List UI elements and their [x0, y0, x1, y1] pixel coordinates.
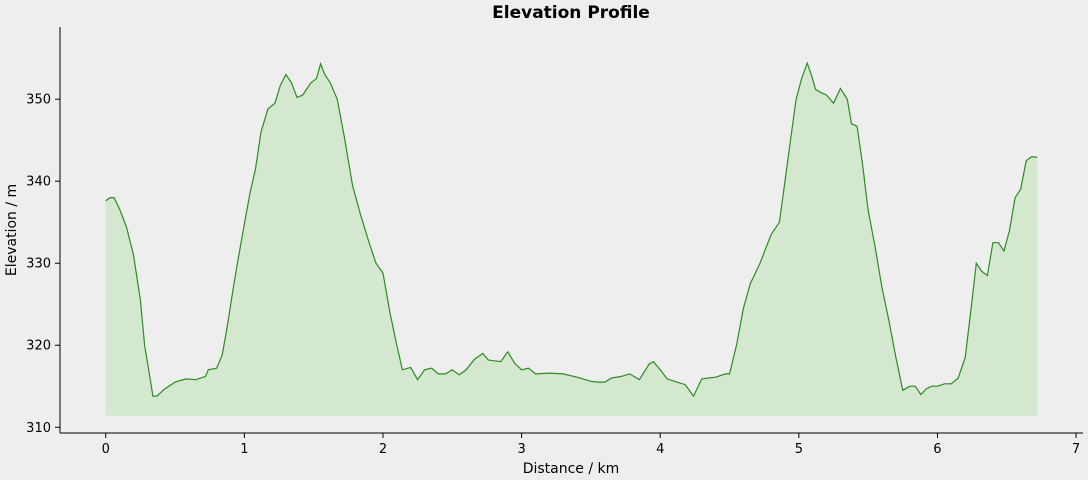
y-tick-label: 350: [26, 93, 51, 108]
x-tick-label: 3: [517, 442, 525, 457]
y-axis-label: Elevation / m: [4, 184, 20, 276]
x-tick-label: 5: [795, 442, 803, 457]
x-axis-label: Distance / km: [523, 461, 620, 477]
chart-title: Elevation Profile: [492, 3, 650, 23]
x-tick-label: 6: [933, 442, 941, 457]
y-tick-label: 320: [26, 339, 51, 354]
x-tick-label: 4: [656, 442, 664, 457]
elevation-area-fill: [105, 63, 1038, 416]
x-tick-label: 0: [102, 442, 110, 457]
y-tick-label: 310: [26, 421, 51, 436]
x-axis-ticks: 0 1 2 3 4 5 6 7: [102, 433, 1080, 457]
x-tick-label: 1: [240, 442, 248, 457]
x-tick-label: 7: [1072, 442, 1080, 457]
x-tick-label: 2: [379, 442, 387, 457]
y-axis-ticks: 310 320 330 340 350: [26, 93, 60, 436]
y-tick-label: 340: [26, 175, 51, 190]
y-tick-label: 330: [26, 257, 51, 272]
elevation-line: [105, 61, 1038, 398]
